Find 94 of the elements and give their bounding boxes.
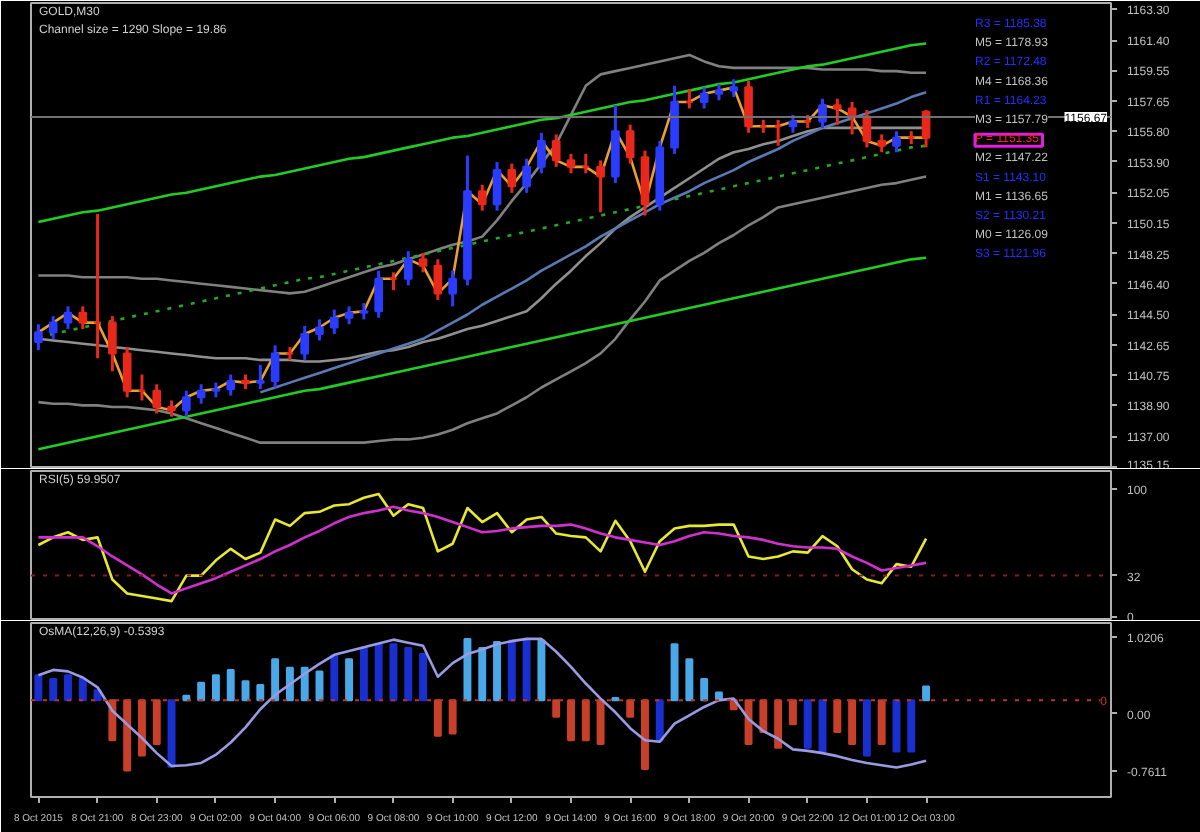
bar <box>670 643 679 702</box>
candlestick <box>611 103 620 185</box>
line-series <box>37 175 928 444</box>
line-series <box>37 256 928 451</box>
candlestick <box>226 373 236 398</box>
bar <box>774 699 783 749</box>
candlestick <box>63 304 73 331</box>
candlestick <box>255 363 265 391</box>
candlestick <box>196 382 206 406</box>
bar <box>848 699 857 746</box>
line-series <box>37 42 928 224</box>
bar <box>877 699 886 746</box>
candlestick <box>699 85 709 110</box>
bar <box>567 699 575 742</box>
bar <box>759 699 768 733</box>
bar <box>49 677 58 702</box>
candlestick <box>108 314 117 373</box>
candlestick <box>300 324 310 362</box>
candlestick <box>403 249 413 287</box>
candlestick <box>374 269 383 320</box>
candlestick <box>418 251 428 274</box>
line-series <box>37 505 928 595</box>
candlestick <box>182 389 191 419</box>
candlestick <box>566 152 576 175</box>
bar <box>788 699 797 726</box>
candlestick <box>78 304 88 331</box>
bar <box>285 666 294 702</box>
candlestick <box>670 84 679 156</box>
bar <box>522 639 531 702</box>
line-series <box>259 90 928 394</box>
candlestick <box>122 345 132 399</box>
bar <box>655 699 664 742</box>
candlestick <box>537 131 546 175</box>
candlestick <box>492 160 502 213</box>
candlestick <box>596 158 605 214</box>
candlestick <box>152 382 162 415</box>
candlestick <box>640 149 650 218</box>
bar <box>167 699 176 768</box>
candlestick <box>448 269 457 308</box>
candlestick <box>522 157 531 195</box>
bar <box>152 699 161 746</box>
bar <box>64 674 72 702</box>
candlestick <box>315 317 324 342</box>
line-series <box>37 637 928 769</box>
candlestick <box>625 123 635 166</box>
bar <box>359 646 368 702</box>
bar <box>197 681 206 702</box>
bar <box>922 685 931 702</box>
bar <box>419 653 428 702</box>
line-series <box>37 492 928 603</box>
bar <box>330 654 339 702</box>
candlestick <box>329 308 339 336</box>
bar <box>433 699 442 737</box>
line-series <box>37 86 928 412</box>
bar <box>803 699 812 749</box>
bar <box>211 674 220 702</box>
bar <box>478 646 487 702</box>
bar <box>448 699 457 735</box>
bar <box>463 637 472 702</box>
candlestick <box>832 97 842 127</box>
bar <box>862 699 871 757</box>
candlestick <box>551 132 561 169</box>
bar <box>34 674 43 702</box>
bar <box>374 643 383 702</box>
bar <box>345 658 354 702</box>
candlestick <box>34 322 43 352</box>
bar <box>581 699 590 742</box>
bar <box>685 658 694 702</box>
candlestick <box>818 97 827 130</box>
bar <box>256 684 265 702</box>
bar <box>123 699 132 772</box>
bar <box>833 699 842 733</box>
candlestick <box>477 183 487 213</box>
bar <box>507 639 516 702</box>
candlestick <box>48 314 58 341</box>
bar <box>596 699 605 746</box>
bar <box>138 699 146 757</box>
candlestick <box>270 343 280 389</box>
candlestick <box>433 257 443 302</box>
bar <box>493 640 501 702</box>
bar <box>78 677 87 702</box>
bar <box>907 699 916 753</box>
bar <box>226 668 235 702</box>
bar <box>700 677 709 702</box>
candlestick <box>892 129 901 154</box>
bar <box>626 699 635 718</box>
bar <box>552 699 561 718</box>
candlestick <box>507 162 517 195</box>
line-series <box>37 53 928 295</box>
bar <box>271 658 280 702</box>
bar <box>537 639 546 702</box>
candlestick <box>744 79 753 135</box>
bar <box>404 646 413 702</box>
bar <box>641 699 649 771</box>
